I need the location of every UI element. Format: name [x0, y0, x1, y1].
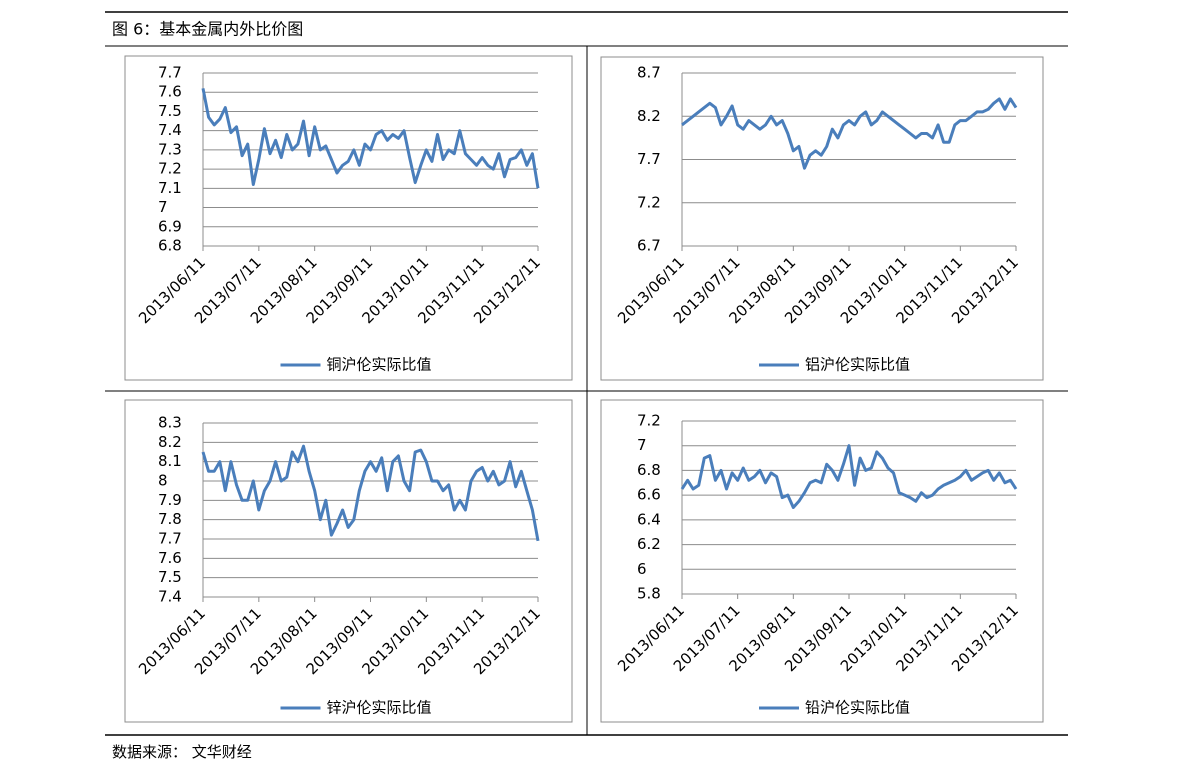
y-tick-label: 7.7: [158, 530, 182, 548]
y-tick-label: 6.4: [637, 510, 661, 528]
line: [680, 444, 1018, 509]
y-tick-label: 7: [637, 436, 647, 454]
y-tick-label: 7.6: [158, 549, 182, 567]
y-tick-label: 7.8: [158, 510, 182, 528]
legend-label: 锌沪伦实际比值: [327, 699, 432, 717]
y-tick-label: 6.8: [637, 461, 661, 479]
y-tick-label: 7.7: [158, 64, 182, 82]
y-tick-label: 8: [158, 472, 168, 490]
chart-frame: [600, 56, 1044, 381]
chart-frame: [600, 399, 1044, 723]
y-tick-label: 8.2: [637, 107, 661, 125]
y-tick-label: 7.2: [158, 160, 182, 178]
chart-frame: [124, 399, 573, 723]
chart-frame: [124, 55, 573, 381]
line: [201, 444, 540, 542]
y-tick-label: 6.2: [637, 535, 661, 553]
y-tick-label: 8.7: [637, 64, 661, 82]
y-tick-label: 5.8: [637, 585, 661, 603]
y-tick-label: 6.9: [158, 217, 182, 235]
y-tick-label: 7.4: [158, 121, 182, 139]
y-tick-label: 6.7: [637, 237, 661, 255]
y-tick-label: 7.4: [158, 588, 182, 606]
y-tick-label: 6.6: [637, 486, 661, 504]
legend-label: 铝沪伦实际比值: [805, 356, 910, 374]
y-tick-label: 7: [158, 198, 168, 216]
line: [201, 88, 540, 189]
y-tick-label: 7.6: [158, 83, 182, 101]
y-tick-label: 7.5: [158, 568, 182, 586]
line: [681, 97, 1018, 170]
y-tick-label: 7.1: [158, 179, 182, 197]
legend-label: 铅沪伦实际比值: [805, 699, 910, 717]
y-tick-label: 8.3: [158, 414, 182, 432]
source: 数据来源： 文华财经: [112, 743, 252, 761]
y-tick-label: 7.2: [637, 193, 661, 211]
y-tick-label: 7.2: [637, 412, 661, 430]
y-tick-label: 6: [637, 560, 647, 578]
y-tick-label: 7.7: [637, 150, 661, 168]
y-tick-label: 8.1: [158, 452, 182, 470]
y-tick-label: 8.2: [158, 433, 182, 451]
y-tick-label: 7.9: [158, 491, 182, 509]
y-tick-label: 7.3: [158, 140, 182, 158]
y-tick-label: 7.5: [158, 102, 182, 120]
y-tick-label: 6.8: [158, 237, 182, 255]
figure-title: 图 6：基本金属内外比价图: [112, 20, 303, 39]
legend-label: 铜沪伦实际比值: [327, 356, 432, 374]
